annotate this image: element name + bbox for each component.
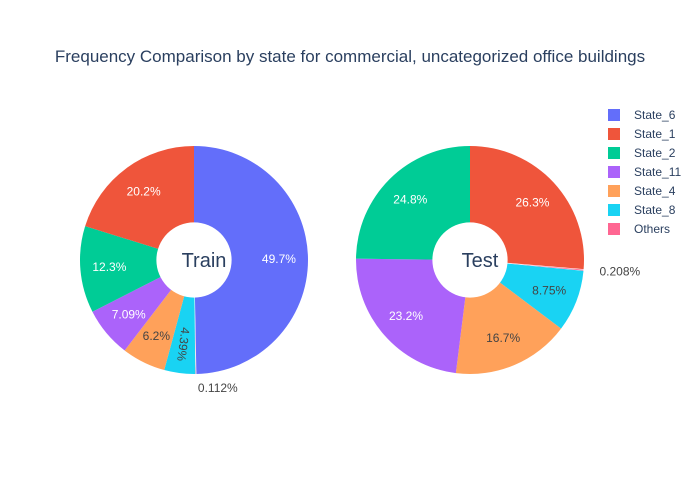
legend-label: State_2	[634, 146, 676, 160]
slice-state-11[interactable]	[356, 258, 470, 374]
slice-label-state-1: 26.3%	[515, 195, 549, 209]
slice-state-6[interactable]	[194, 146, 308, 374]
legend-swatch	[608, 128, 620, 140]
legend-label: Others	[634, 222, 670, 236]
slice-label-state-6: 49.7%	[262, 252, 296, 266]
slice-label-state-4: 6.2%	[143, 329, 171, 343]
legend-item-state-2[interactable]: State_2	[608, 146, 676, 160]
slice-labels: 49.7% 0.112% 4.39%6.2% 7.09% 12.3% 20.2%	[92, 185, 296, 395]
slice-state-2[interactable]	[356, 146, 470, 260]
hole-label: Test	[462, 250, 499, 272]
slice-label-state-2: 12.3%	[92, 260, 126, 274]
legend-item-others[interactable]: Others	[608, 222, 670, 236]
pie-hole	[156, 222, 232, 298]
chart-title: Frequency Comparison by state for commer…	[55, 47, 645, 66]
legend-item-state-6[interactable]: State_6	[608, 108, 676, 122]
slice-label-state-1: 20.2%	[127, 185, 161, 199]
pie-hole	[432, 222, 508, 298]
slice-label-others: 0.208%	[599, 264, 640, 278]
slice-label-state-8: 8.75%	[532, 284, 566, 298]
legend-label: State_1	[634, 127, 676, 141]
legend-label: State_4	[634, 184, 676, 198]
legend-swatch	[608, 166, 620, 178]
hole-label: Train	[182, 250, 227, 272]
slice-label-state-11: 23.2%	[389, 309, 423, 323]
slice-labels: 26.3% 0.208% 8.75% 16.7% 23.2% 24.8%	[389, 193, 641, 346]
slice-label-others: 0.112%	[198, 381, 238, 395]
pie-train: 49.7% 0.112% 4.39%6.2% 7.09% 12.3% 20.2% Train	[80, 146, 308, 395]
pie-test: 26.3% 0.208% 8.75% 16.7% 23.2% 24.8% Test	[356, 146, 641, 374]
legend[interactable]: State_6 State_1 State_2 State_11 State_4 Stat…	[608, 108, 681, 236]
legend-swatch	[608, 204, 620, 216]
legend-item-state-8[interactable]: State_8	[608, 203, 676, 217]
legend-label: State_11	[634, 165, 681, 179]
legend-item-state-11[interactable]: State_11	[608, 165, 681, 179]
legend-swatch	[608, 109, 620, 121]
legend-item-state-4[interactable]: State_4	[608, 184, 676, 198]
slice-label-state-2: 24.8%	[393, 193, 427, 207]
legend-label: State_6	[634, 108, 676, 122]
legend-swatch	[608, 147, 620, 159]
legend-item-state-1[interactable]: State_1	[608, 127, 676, 141]
slice-label-state-4: 16.7%	[486, 331, 520, 345]
slice-state-2[interactable]	[80, 226, 194, 312]
legend-swatch	[608, 223, 620, 235]
slice-state-1[interactable]	[85, 146, 194, 260]
pies-group: 49.7% 0.112% 4.39%6.2% 7.09% 12.3% 20.2% Train…	[80, 146, 641, 395]
slice-label-state-8: 4.39%	[174, 326, 192, 362]
legend-label: State_8	[634, 203, 676, 217]
slice-label-state-11: 7.09%	[112, 307, 146, 321]
legend-swatch	[608, 185, 620, 197]
